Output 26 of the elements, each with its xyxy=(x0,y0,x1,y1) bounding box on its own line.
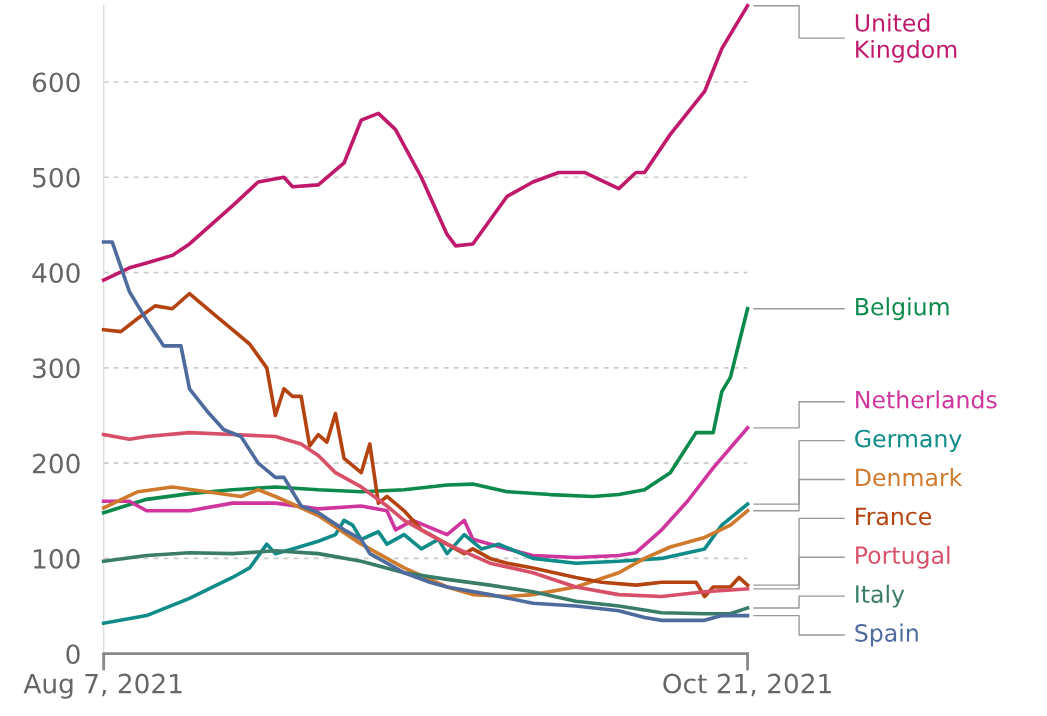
text: Spain xyxy=(855,623,918,647)
y-tick-label: 300 xyxy=(33,358,80,379)
text: Germany xyxy=(855,429,962,453)
text: France xyxy=(856,507,932,526)
line-series xyxy=(101,502,750,626)
text: United Kingdom xyxy=(855,13,957,63)
text: Denmark xyxy=(856,468,963,487)
line-series xyxy=(101,430,750,599)
line-series xyxy=(101,548,750,616)
line-series xyxy=(101,240,750,623)
line-series xyxy=(101,306,750,515)
x-tick-label: Oct 21, 2021 xyxy=(663,673,831,697)
y-tick-label: 0 xyxy=(66,644,80,665)
line-series xyxy=(101,426,750,560)
line-series xyxy=(101,291,750,599)
y-tick-label: 200 xyxy=(32,453,80,474)
y-tick-label: 600 xyxy=(32,72,80,93)
text: Portugal xyxy=(856,545,950,569)
text: Netherlands xyxy=(856,390,997,409)
y-tick-label: 400 xyxy=(32,262,80,283)
x-tick-label: Aug 7, 2021 xyxy=(23,673,182,699)
text: Belgium xyxy=(856,297,949,321)
text: Italy xyxy=(856,584,905,608)
y-tick-label: 100 xyxy=(33,548,80,569)
y-tick-label: 500 xyxy=(33,167,80,188)
line-series xyxy=(101,3,750,282)
